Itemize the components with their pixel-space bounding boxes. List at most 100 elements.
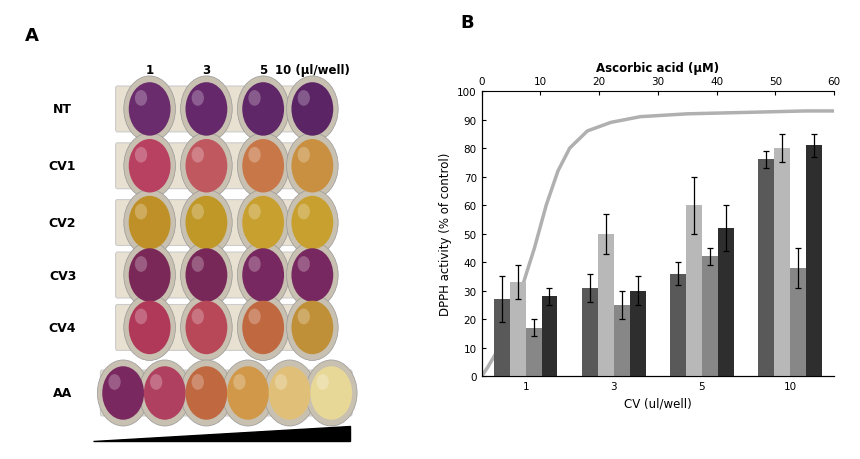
- Ellipse shape: [124, 295, 175, 361]
- Text: B: B: [460, 14, 474, 32]
- Text: 3: 3: [202, 64, 211, 77]
- Ellipse shape: [124, 242, 175, 308]
- Bar: [686, 206, 702, 376]
- Ascorbic acid (μM): [518, 283, 528, 288]
- Ellipse shape: [292, 83, 334, 136]
- Ellipse shape: [192, 91, 204, 106]
- Ellipse shape: [181, 295, 232, 361]
- Ellipse shape: [186, 366, 227, 420]
- Ellipse shape: [298, 91, 310, 106]
- Ellipse shape: [286, 134, 338, 199]
- Ellipse shape: [129, 196, 170, 250]
- Ellipse shape: [264, 360, 316, 426]
- Bar: [702, 257, 718, 376]
- Ascorbic acid (μM): [635, 115, 645, 120]
- Bar: [582, 288, 598, 376]
- Ellipse shape: [298, 257, 310, 272]
- Ellipse shape: [227, 366, 269, 420]
- Ellipse shape: [186, 83, 227, 136]
- Text: 10 (μl/well): 10 (μl/well): [275, 64, 350, 77]
- Ellipse shape: [192, 204, 204, 220]
- Text: 5: 5: [259, 64, 267, 77]
- Ellipse shape: [97, 360, 149, 426]
- FancyBboxPatch shape: [115, 87, 326, 133]
- Y-axis label: DPPH activity (% of control): DPPH activity (% of control): [439, 152, 452, 316]
- Ellipse shape: [268, 366, 310, 420]
- Ellipse shape: [286, 242, 338, 308]
- Ellipse shape: [139, 360, 191, 426]
- Ellipse shape: [316, 374, 329, 390]
- Ascorbic acid (μM): [494, 345, 504, 351]
- Ellipse shape: [233, 374, 246, 390]
- FancyBboxPatch shape: [115, 144, 326, 189]
- Ellipse shape: [292, 140, 334, 193]
- Ellipse shape: [286, 190, 338, 256]
- Ascorbic acid (μM): [682, 112, 692, 118]
- Bar: [525, 328, 542, 376]
- Ellipse shape: [135, 309, 147, 325]
- Text: CV2: CV2: [49, 217, 77, 230]
- Bar: [630, 291, 646, 376]
- Ascorbic acid (μM): [582, 129, 593, 134]
- Ellipse shape: [124, 134, 175, 199]
- Ellipse shape: [249, 91, 261, 106]
- Ellipse shape: [181, 242, 232, 308]
- Ellipse shape: [192, 147, 204, 163]
- Ellipse shape: [124, 190, 175, 256]
- Ellipse shape: [249, 257, 261, 272]
- Ellipse shape: [186, 140, 227, 193]
- Ellipse shape: [292, 249, 334, 302]
- Ellipse shape: [275, 374, 287, 390]
- Ascorbic acid (μM): [529, 246, 539, 251]
- Ascorbic acid (μM): [564, 146, 574, 151]
- Text: A: A: [25, 27, 39, 45]
- Ascorbic acid (μM): [829, 109, 839, 114]
- Ascorbic acid (μM): [541, 203, 551, 208]
- Ellipse shape: [181, 190, 232, 256]
- Ellipse shape: [249, 309, 261, 325]
- Ellipse shape: [124, 77, 175, 143]
- Ascorbic acid (μM): [482, 365, 493, 370]
- Ellipse shape: [186, 249, 227, 302]
- Ellipse shape: [102, 366, 144, 420]
- Ellipse shape: [186, 301, 227, 354]
- Ellipse shape: [237, 77, 289, 143]
- FancyBboxPatch shape: [101, 370, 352, 416]
- Ellipse shape: [298, 309, 310, 325]
- Bar: [774, 149, 790, 376]
- FancyBboxPatch shape: [115, 252, 326, 298]
- Ellipse shape: [129, 83, 170, 136]
- Bar: [510, 282, 525, 376]
- Bar: [670, 274, 686, 376]
- Ellipse shape: [243, 196, 284, 250]
- Ascorbic acid (μM): [553, 169, 563, 174]
- X-axis label: CV (ul/well): CV (ul/well): [624, 397, 691, 410]
- Ellipse shape: [305, 360, 357, 426]
- Ellipse shape: [135, 257, 147, 272]
- Ellipse shape: [181, 77, 232, 143]
- Ellipse shape: [135, 204, 147, 220]
- Ellipse shape: [249, 204, 261, 220]
- Ellipse shape: [249, 147, 261, 163]
- Ascorbic acid (μM): [740, 110, 752, 116]
- Ellipse shape: [298, 204, 310, 220]
- Ellipse shape: [129, 301, 170, 354]
- Ascorbic acid (μM): [605, 120, 616, 126]
- Text: CV1: CV1: [49, 160, 77, 173]
- Ellipse shape: [237, 295, 289, 361]
- Ellipse shape: [129, 140, 170, 193]
- Bar: [806, 146, 822, 376]
- Bar: [718, 229, 734, 376]
- Bar: [759, 160, 774, 376]
- Ellipse shape: [144, 366, 186, 420]
- Ellipse shape: [243, 301, 284, 354]
- Ellipse shape: [237, 190, 289, 256]
- Ellipse shape: [192, 374, 204, 390]
- Text: NT: NT: [53, 103, 72, 116]
- Bar: [614, 305, 630, 376]
- Ellipse shape: [135, 147, 147, 163]
- Ascorbic acid (μM): [800, 109, 810, 114]
- Ellipse shape: [243, 249, 284, 302]
- Ellipse shape: [222, 360, 273, 426]
- Ellipse shape: [129, 249, 170, 302]
